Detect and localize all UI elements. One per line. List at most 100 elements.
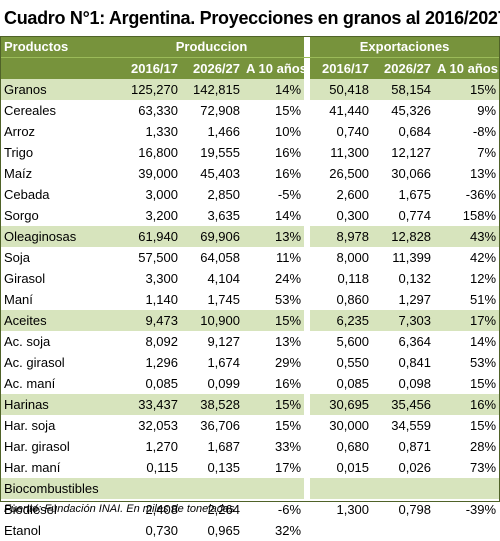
table-cell: 53% [470, 355, 497, 370]
row-label: Sorgo [4, 208, 39, 223]
table-cell: 34,559 [391, 418, 432, 433]
table-cell: 36,706 [200, 418, 240, 433]
table-cell: 16% [275, 376, 302, 391]
table-cell [434, 520, 499, 541]
table-cell: -39% [465, 502, 497, 517]
row-label: Girasol [4, 271, 46, 286]
row-label: Etanol [4, 523, 41, 538]
table-row: Ac. soja 8,092 9,127 13% 5,600 6,364 14% [1, 331, 499, 352]
table-row: Har. soja 32,053 36,706 15% 30,000 34,559 15% [1, 415, 499, 436]
table-cell [119, 478, 181, 499]
table-cell: 9,473 [119, 310, 181, 331]
column-gap [304, 121, 311, 142]
table-cell: -6% [277, 502, 302, 517]
source-note: Fuente: Fundación INAI. En miles de tone… [4, 503, 235, 515]
table-cell: 24% [275, 271, 302, 286]
table-cell: 0,550 [336, 355, 370, 370]
table-cell: 0,085 [336, 376, 370, 391]
column-gap [304, 226, 311, 247]
table-cell [310, 478, 373, 499]
table-cell: 1,745 [207, 292, 240, 307]
table-cell [434, 478, 500, 499]
table-cell: 15% [434, 79, 500, 100]
column-gap [304, 79, 311, 100]
column-gap [304, 415, 311, 436]
column-gap [304, 310, 311, 331]
table-row: Soja 57,500 64,058 11% 8,000 11,399 42% [1, 247, 499, 268]
column-gap [304, 184, 311, 205]
column-gap [304, 499, 311, 520]
table-group-row: Biocombustibles [1, 478, 500, 499]
table-cell [372, 478, 435, 499]
table-cell: 8,092 [145, 334, 178, 349]
table-cell: 7,303 [372, 310, 435, 331]
table-cell: 58,154 [372, 79, 435, 100]
column-gap [304, 268, 311, 289]
table-cell: 15% [275, 103, 302, 118]
table-cell: 39,000 [138, 166, 178, 181]
table-cell: 33,437 [119, 394, 181, 415]
row-label: Aceites [1, 310, 119, 331]
row-label: Cereales [4, 103, 57, 118]
header-col: A 10 años [243, 57, 305, 79]
row-label: Granos [1, 79, 119, 100]
table-cell: 29% [275, 355, 302, 370]
table-cell: 64,058 [200, 250, 240, 265]
table-cell: 45,403 [200, 166, 240, 181]
header-produccion: Produccion [119, 36, 305, 58]
table-cell: 7% [477, 145, 497, 160]
table-cell: 13% [243, 226, 305, 247]
table-cell: 57,500 [138, 250, 178, 265]
table-cell: 15% [470, 418, 497, 433]
table-cell: 0,132 [398, 271, 432, 286]
table-cell: 12,127 [391, 145, 432, 160]
table-cell: 73% [470, 460, 497, 475]
header-col: A 10 años [434, 57, 500, 79]
table-cell: 72,908 [200, 103, 240, 118]
table-cell: 13% [275, 334, 302, 349]
table-cell: -8% [472, 124, 497, 139]
table-cell: 0,965 [207, 523, 240, 538]
table-cell: 1,300 [336, 502, 370, 517]
table-cell [243, 478, 305, 499]
header-col: 2026/27 [372, 57, 435, 79]
table-cell: 51% [470, 292, 497, 307]
table-cell: 11,300 [330, 145, 370, 160]
page: Cuadro N°1: Argentina. Proyecciones en g… [0, 8, 500, 538]
table-cell: 0,135 [207, 460, 240, 475]
row-label: Biocombustibles [1, 478, 119, 499]
table-cell: 8,000 [336, 250, 370, 265]
table-cell: 69,906 [181, 226, 243, 247]
column-gap [304, 457, 311, 478]
table-cell: 28% [470, 439, 497, 454]
table-cell: 0,099 [207, 376, 240, 391]
table-cell: 8,978 [310, 226, 373, 247]
table-cell: 14% [275, 208, 302, 223]
header-col: 2026/27 [181, 57, 243, 79]
table-cell: 6,364 [398, 334, 432, 349]
row-label: Maíz [4, 166, 33, 181]
table-cell: 33% [275, 439, 302, 454]
table-cell: 0,860 [336, 292, 370, 307]
table-row: Sorgo 3,200 3,635 14% 0,300 0,774 158% [1, 205, 499, 226]
header-col: 2016/17 [119, 57, 181, 79]
table-cell: 17% [434, 310, 500, 331]
table-cell: 0,026 [398, 460, 432, 475]
table-row: Ac. maní 0,085 0,099 16% 0,085 0,098 15% [1, 373, 499, 394]
table-cell: 0,085 [145, 376, 178, 391]
table-cell: 6,235 [310, 310, 373, 331]
table-group-row: Aceites 9,473 10,900 15% 6,235 7,303 17% [1, 310, 500, 331]
table-cell: 12,828 [372, 226, 435, 247]
table-row: Arroz 1,330 1,466 10% 0,740 0,684 -8% [1, 121, 499, 142]
table-cell: 0,730 [145, 523, 178, 538]
header-col: 2016/17 [310, 57, 373, 79]
table-row: Girasol 3,300 4,104 24% 0,118 0,132 12% [1, 268, 499, 289]
table-cell: 26,500 [329, 166, 370, 181]
table-cell: 45,326 [391, 103, 432, 118]
table-cell [181, 478, 243, 499]
table-row: Biodiésel 2,408 2,264 -6% 1,300 0,798 -39% [1, 499, 499, 520]
row-label: Arroz [4, 124, 36, 139]
table-row: Trigo 16,800 19,555 16% 11,300 12,127 7% [1, 142, 499, 163]
row-label: Har. maní [4, 460, 61, 475]
table-cell: 125,270 [119, 79, 181, 100]
